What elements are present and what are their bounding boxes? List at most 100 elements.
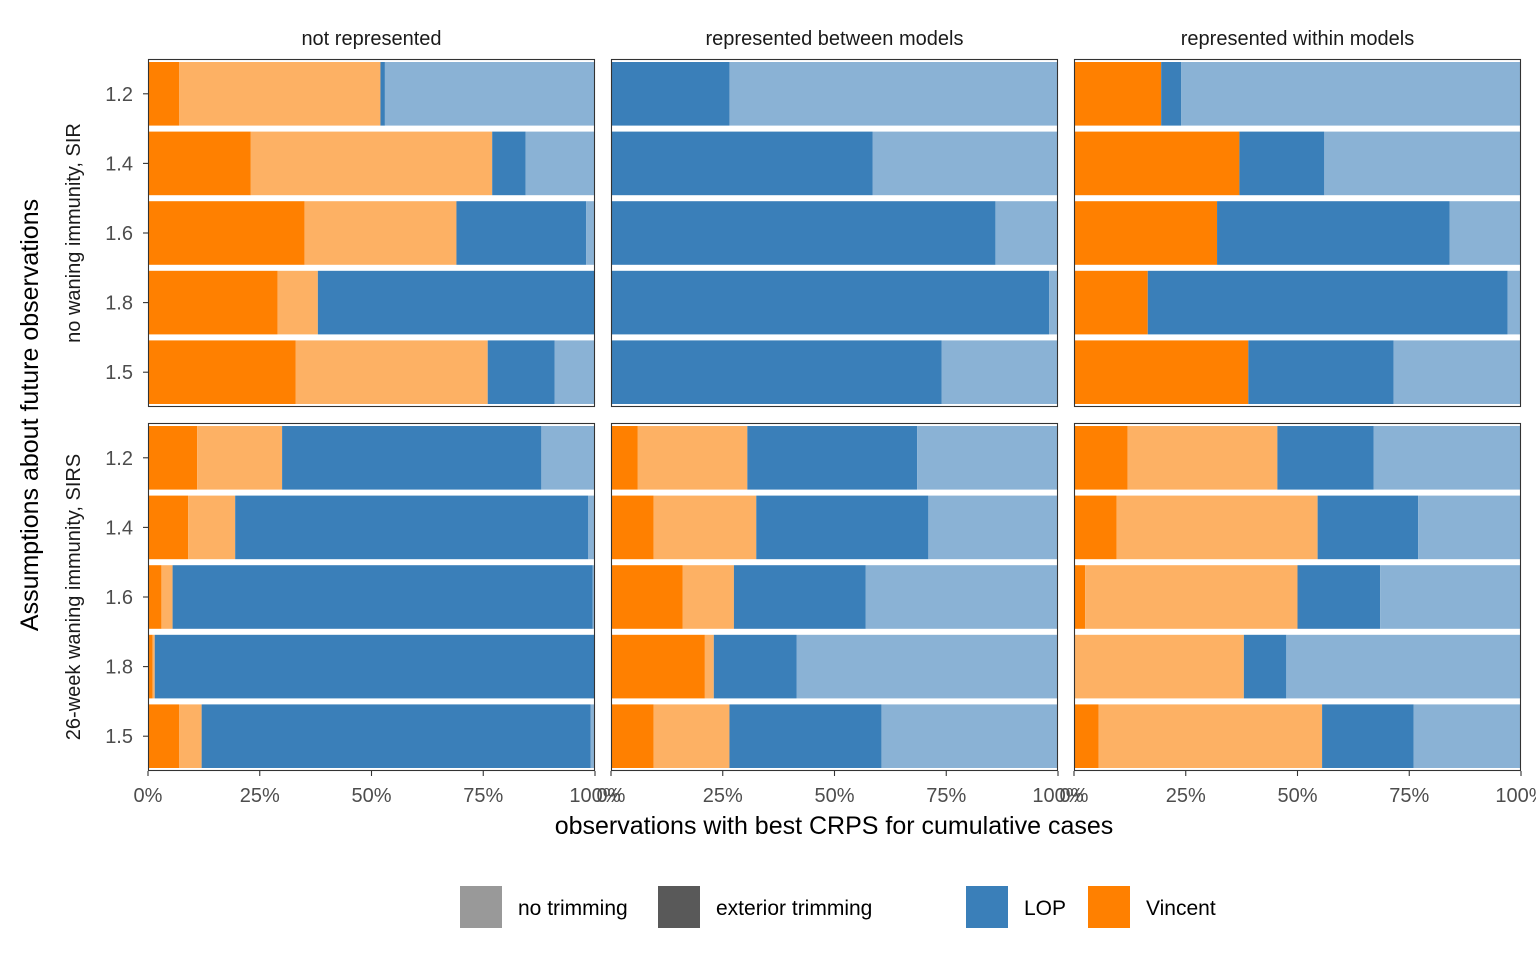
x-tick-label: 25% [703,785,743,807]
bar-vincent-no-trimming-1-8 [1074,634,1244,699]
bar-vincent-no-trimming-1-5 [653,704,730,768]
y-tick-label: 1.2 [105,84,133,106]
legend-label-lop: LOP [1024,897,1066,920]
bar-lop-exterior-trimming-1-6 [1297,565,1381,629]
bar-lop-exterior-trimming-1-4 [235,495,589,560]
bar-lop-no-trimming-1-8 [1049,270,1058,335]
bar-vincent-no-trimming-1-5 [1098,704,1323,768]
bar-lop-exterior-trimming-1-8 [713,634,797,699]
bar-vincent-exterior-trimming-1-6 [611,565,683,629]
y-tick-label: 1.6 [105,587,133,609]
bar-vincent-exterior-trimming-1-2 [148,62,180,126]
bar-lop-no-trimming-1-4 [588,495,596,560]
bar-lop-no-trimming-1-5 [1393,340,1521,404]
y-tick-label: 1.8 [105,657,133,679]
x-tick-label: 75% [926,785,966,807]
bar-lop-no-trimming-1-4 [928,495,1058,560]
bar-lop-no-trimming-1-5 [554,340,595,404]
x-tick-label: 0% [1060,785,1089,807]
bar-lop-exterior-trimming-1-6 [456,201,587,265]
y-axis-title: Assumptions about future observations [16,199,44,631]
bar-lop-no-trimming-1-8 [796,634,1058,699]
bar-lop-no-trimming-1-8 [1507,270,1521,335]
bar-vincent-no-trimming-1-8 [152,634,155,699]
bar-vincent-exterior-trimming-1-6 [1074,565,1086,629]
legend-item-no-trimming: no trimming [460,886,628,928]
legend: no trimming exterior trimming LOP Vincent [460,886,1216,928]
bar-lop-exterior-trimming-1-4 [492,131,526,196]
bar-vincent-exterior-trimming-1-5 [1074,704,1099,768]
panel-not-represented-no-waning-immunity-sir [147,58,596,408]
bar-lop-exterior-trimming-1-4 [1317,495,1419,560]
strip-label-26-week-waning-immunity-sirs: 26-week waning immunity, SIRS [63,454,85,740]
y-tick-label: 1.2 [105,448,133,470]
bar-vincent-exterior-trimming-1-4 [148,495,189,560]
strip-label-no-waning-immunity-sir: no waning immunity, SIR [63,123,85,343]
bar-vincent-exterior-trimming-1-6 [148,565,162,629]
x-tick-label: 50% [1277,785,1317,807]
x-tick-label: 0% [597,785,626,807]
y-tick-label: 1.6 [105,223,133,245]
bar-lop-exterior-trimming-1-4 [1239,131,1325,196]
bar-lop-no-trimming-1-6 [995,201,1058,265]
bar-vincent-exterior-trimming-1-6 [148,201,305,265]
strip-label-not-represented: not represented [301,28,441,50]
bar-lop-exterior-trimming-1-5 [1322,704,1414,768]
bar-vincent-exterior-trimming-1-4 [611,495,654,560]
bar-lop-no-trimming-1-2 [1373,426,1521,490]
bar-lop-no-trimming-1-8 [1286,634,1522,699]
bar-lop-exterior-trimming-1-8 [317,270,595,335]
bar-vincent-exterior-trimming-1-2 [1074,426,1128,490]
panel-represented-within-models-26-week-waning-immunity-sirs [1073,422,1522,772]
bar-vincent-no-trimming-1-5 [295,340,488,404]
bar-vincent-no-trimming-1-4 [250,131,493,196]
legend-label-exterior-trimming: exterior trimming [716,897,872,920]
bar-vincent-no-trimming-1-8 [704,634,714,699]
bar-lop-exterior-trimming-1-5 [201,704,591,768]
bar-vincent-no-trimming-1-2 [1127,426,1278,490]
panel-not-represented-26-week-waning-immunity-sirs [147,422,596,772]
bar-vincent-exterior-trimming-1-2 [148,426,198,490]
bar-lop-exterior-trimming-1-5 [611,340,942,404]
bar-lop-no-trimming-1-2 [541,426,595,490]
legend-key-lop [966,886,1008,928]
x-axis: 0% 25% 50% 75% 100%0% 25% 50% 75% 100%0% 25% 50% 75… [134,771,1536,807]
bar-lop-exterior-trimming-1-8 [611,270,1050,335]
legend-label-no-trimming: no trimming [518,897,628,920]
bar-vincent-exterior-trimming-1-8 [148,270,278,335]
bar-vincent-exterior-trimming-1-5 [1074,340,1249,404]
bar-vincent-no-trimming-1-2 [197,426,283,490]
panel-border [147,422,596,772]
panel-represented-between-models-26-week-waning-immunity-sirs [610,422,1059,772]
bar-lop-no-trimming-1-2 [729,62,1059,126]
panel-border [610,58,1059,408]
bar-lop-no-trimming-1-5 [590,704,595,768]
bar-vincent-no-trimming-1-6 [304,201,457,265]
bar-lop-no-trimming-1-2 [1181,62,1521,126]
legend-key-no-trimming [460,886,502,928]
bar-vincent-exterior-trimming-1-4 [1074,495,1117,560]
y-tick-label: 1.8 [105,293,133,315]
bar-vincent-exterior-trimming-1-2 [611,426,638,490]
bar-lop-exterior-trimming-1-2 [747,426,918,490]
bar-vincent-no-trimming-1-5 [179,704,202,768]
bar-lop-exterior-trimming-1-2 [380,62,385,126]
bar-lop-exterior-trimming-1-6 [1217,201,1450,265]
bar-vincent-exterior-trimming-1-5 [148,340,296,404]
bar-vincent-no-trimming-1-4 [1116,495,1318,560]
bar-vincent-no-trimming-1-4 [188,495,236,560]
strip-label-represented-between-models: represented between models [706,28,964,50]
bar-vincent-exterior-trimming-1-5 [611,704,654,768]
bar-vincent-no-trimming-1-4 [653,495,757,560]
bar-vincent-no-trimming-1-6 [682,565,734,629]
x-tick-label: 100% [1495,785,1536,807]
x-tick-label: 50% [814,785,854,807]
bar-vincent-exterior-trimming-1-5 [148,704,180,768]
bar-vincent-no-trimming-1-8 [277,270,318,335]
y-tick-label: 1.4 [105,517,133,539]
legend-key-vincent [1088,886,1130,928]
legend-item-vincent: Vincent [1088,886,1216,928]
y-tick-label: 1.5 [105,726,133,748]
bar-lop-no-trimming-1-6 [586,201,595,265]
panel-border [610,422,1059,772]
